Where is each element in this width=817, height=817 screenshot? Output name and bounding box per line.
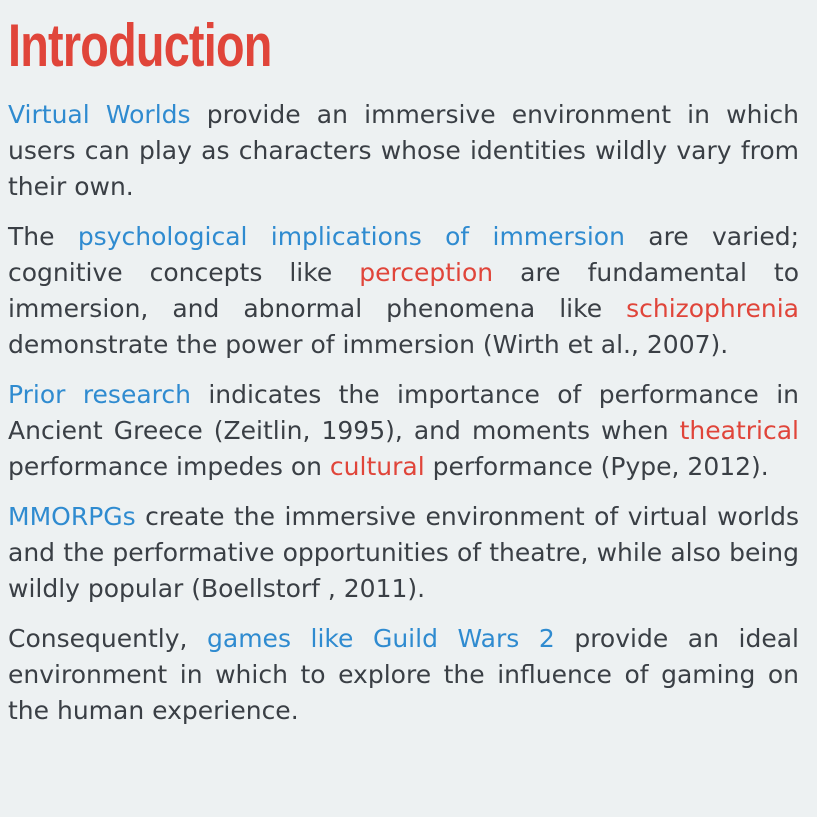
highlight-term: Prior research — [8, 380, 191, 409]
paragraph-virtual-worlds: Virtual Worlds provide an immersive envi… — [8, 97, 799, 205]
paragraph-text: demonstrate the power of immersion (Wirt… — [8, 330, 729, 359]
paragraph-text: performance impedes on — [8, 452, 330, 481]
paragraph-text: provide an immersive environment in whic… — [8, 100, 799, 201]
highlight-term: psychological implications of immersion — [77, 222, 625, 251]
paragraph-text: are fundamental to immersion, and abnorm… — [8, 258, 799, 323]
paragraph-text: The — [8, 222, 78, 251]
highlight-term: Virtual Worlds — [8, 100, 191, 129]
highlight-concept: perception — [359, 258, 494, 287]
highlight-concept: theatrical — [679, 416, 799, 445]
highlight-term: games like Guild Wars 2 — [207, 624, 555, 653]
paragraph-consequently: Consequently, games like Guild Wars 2 pr… — [8, 621, 799, 729]
paragraph-text: are varied; cognitive concepts like — [8, 222, 799, 287]
paragraph-text: create the immersive environment of virt… — [8, 502, 799, 603]
paragraph-text: provide an ideal environment in which to… — [8, 624, 799, 725]
paragraph-psychological-implications: The psychological implications of immers… — [8, 219, 799, 363]
paragraph-text: performance (Pype, 2012). — [424, 452, 769, 481]
paragraph-mmorpgs: MMORPGs create the immersive environment… — [8, 499, 799, 607]
paragraph-prior-research: Prior research indicates the importance … — [8, 377, 799, 485]
highlight-concept: cultural — [329, 452, 425, 481]
paragraph-text: indicates the importance of performance … — [8, 380, 799, 445]
paragraph-text: Consequently, — [8, 624, 208, 653]
section-title: Introduction — [8, 12, 272, 79]
highlight-concept: schizophrenia — [626, 294, 799, 323]
highlight-term: MMORPGs — [8, 502, 136, 531]
